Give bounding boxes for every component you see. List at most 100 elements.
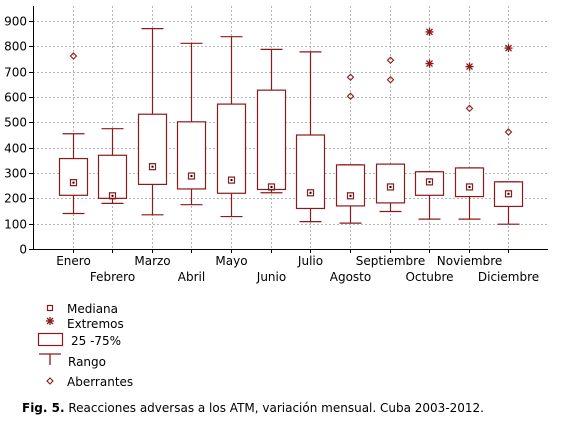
- median-marker: [465, 183, 474, 191]
- iqr-box: [295, 134, 326, 210]
- iqr-box: [256, 89, 287, 191]
- iqr-box: [216, 103, 247, 194]
- median-dot: [428, 180, 431, 183]
- median-marker: [346, 192, 355, 200]
- x-tick-label: Marzo: [134, 254, 170, 268]
- box-group-enero: [58, 52, 89, 215]
- median-marker: [386, 183, 395, 191]
- legend-box-symbol: [37, 332, 64, 347]
- x-tick-label: Abril: [178, 270, 205, 284]
- y-tick-label: 900: [4, 15, 27, 29]
- outlier-point: [346, 73, 355, 82]
- caption-text: Reacciones adversas a los ATM, variación…: [64, 401, 484, 415]
- outlier-point: [69, 52, 78, 60]
- iqr-box: [137, 113, 168, 186]
- median-dot: [151, 165, 154, 168]
- iqr-box: [58, 157, 89, 196]
- legend-median-label: Mediana: [67, 302, 118, 316]
- box-group-abril: [176, 42, 207, 206]
- median-dot: [349, 194, 352, 197]
- outlier-point: [504, 128, 513, 136]
- median-marker: [108, 192, 117, 200]
- legend-range-label: Rango: [68, 355, 106, 369]
- legend-outlier-symbol: [46, 377, 54, 385]
- x-tick-label: Octubre: [405, 270, 453, 284]
- box-group-mayo: [216, 36, 247, 218]
- y-tick-label: 500: [4, 116, 27, 130]
- extreme-stroke: [505, 44, 512, 52]
- median-dot: [230, 179, 233, 182]
- extreme-stroke: [466, 63, 473, 71]
- iqr-box: [176, 121, 207, 190]
- box-group-marzo: [137, 28, 168, 216]
- boxplot-chart: 0 100 200 300 400 500 600 700 800 900 Enero Febrero…: [4, 6, 548, 389]
- legend-median-symbol: [46, 304, 54, 312]
- median-dot: [309, 191, 312, 194]
- x-tick-label: Diciembre: [478, 270, 539, 284]
- y-tick-label: 100: [4, 218, 27, 232]
- y-tick-label: 600: [4, 91, 27, 105]
- median-dot: [270, 185, 273, 188]
- y-tick-label: 700: [4, 66, 27, 80]
- median-dot: [190, 175, 193, 178]
- legend-outliers-label: Aberrantes: [67, 375, 133, 389]
- median-dot: [389, 185, 392, 188]
- caption-label: Fig. 5.: [22, 401, 65, 415]
- legend-extremes-symbol: [46, 317, 54, 325]
- x-tick-label: Febrero: [90, 270, 135, 284]
- box-group-diciembre: [493, 44, 524, 225]
- median-marker: [306, 189, 315, 197]
- box-group-agosto: [335, 73, 366, 224]
- median-dot: [507, 192, 510, 195]
- median-marker: [69, 179, 78, 187]
- iqr-box: [375, 163, 406, 204]
- legend-box-label: 25 -75%: [71, 334, 121, 348]
- x-tick-label: Agosto: [330, 270, 371, 284]
- extreme-stroke: [426, 28, 433, 36]
- extreme-point: [504, 44, 513, 53]
- median-marker: [227, 176, 236, 184]
- box-series: [58, 27, 524, 225]
- median-marker: [425, 178, 434, 186]
- box-group-febrero: [97, 128, 128, 204]
- figure-caption: Fig. 5. Reacciones adversas a los ATM, v…: [22, 401, 484, 415]
- y-tick-label: 400: [4, 142, 27, 156]
- iqr-box: [454, 167, 485, 198]
- grid-lines: [33, 6, 548, 249]
- box-group-junio: [256, 48, 287, 194]
- extreme-point: [425, 27, 434, 36]
- extreme-point: [425, 59, 434, 68]
- y-tick-label: 300: [4, 167, 27, 181]
- y-tick-label: 200: [4, 192, 27, 206]
- iqr-box: [97, 154, 128, 199]
- median-marker: [267, 183, 276, 191]
- box-group-julio: [295, 51, 326, 223]
- x-tick-label: Enero: [56, 254, 91, 268]
- outlier-point: [465, 104, 474, 113]
- legend-range-symbol: [39, 353, 61, 365]
- box-group-septiembre: [375, 56, 406, 213]
- extreme-stroke: [426, 60, 433, 68]
- x-tick-label: Noviembre: [437, 254, 503, 268]
- median-marker: [148, 163, 157, 171]
- y-tick-label: 0: [19, 243, 27, 257]
- x-tick-label: Julio: [297, 254, 323, 268]
- median-dot: [72, 181, 75, 184]
- median-marker: [187, 172, 196, 180]
- legend-extremes-label: Extremos: [67, 317, 124, 331]
- outlier-point: [386, 75, 395, 84]
- x-tick-label: Septiembre: [356, 254, 425, 268]
- outlier-point: [386, 56, 395, 65]
- median-dot: [111, 194, 114, 197]
- chart-axes: 0 100 200 300 400 500 600 700 800 900 Enero Febrero…: [4, 6, 548, 284]
- outlier-point: [346, 92, 355, 101]
- x-tick-label: Junio: [256, 270, 286, 284]
- extreme-point: [465, 62, 474, 71]
- iqr-box: [335, 164, 366, 207]
- x-tick-label: Mayo: [215, 254, 247, 268]
- median-dot: [468, 185, 471, 188]
- box-group-octubre: [414, 27, 445, 220]
- y-tick-label: 800: [4, 40, 27, 54]
- median-marker: [504, 190, 513, 198]
- legend: Mediana Extremos 25 -75% Rango Aberrante…: [37, 302, 133, 389]
